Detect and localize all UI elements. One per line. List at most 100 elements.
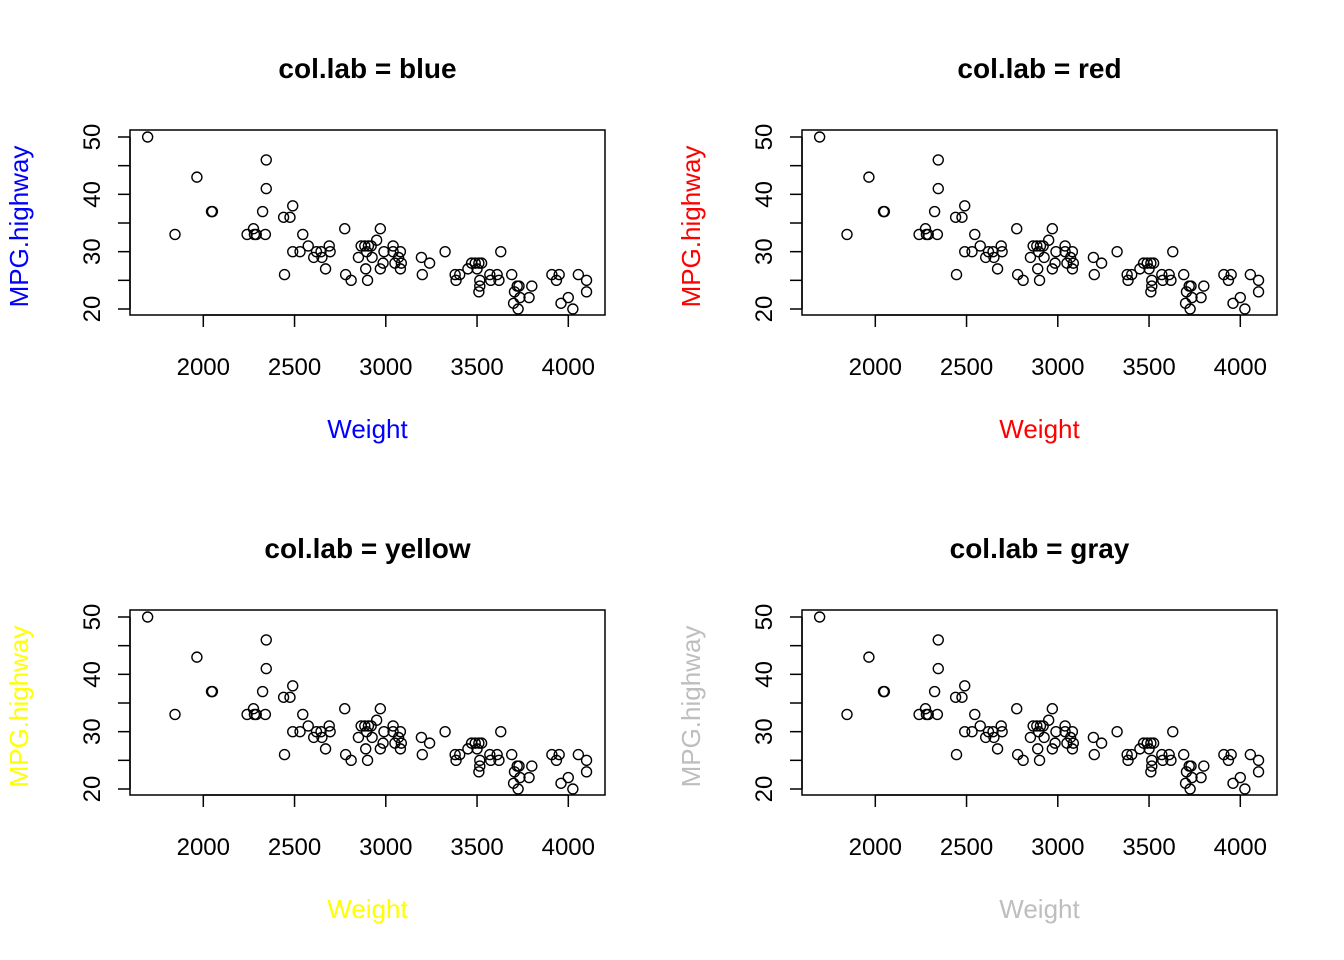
data-point (959, 680, 971, 692)
data-point (1017, 274, 1029, 287)
data-point (206, 685, 219, 698)
data-point (345, 754, 357, 767)
data-point (969, 228, 981, 241)
data-point (394, 245, 407, 258)
data-point (1121, 748, 1133, 761)
x-tick-label: 2500 (940, 354, 993, 381)
data-point (1156, 268, 1168, 281)
data-point (277, 691, 290, 703)
scatter-points (813, 131, 1265, 315)
x-tick-label: 2000 (849, 354, 902, 381)
data-point (374, 743, 387, 755)
data-point (415, 731, 428, 744)
data-point (959, 725, 971, 738)
y-tick-label: 40 (79, 661, 106, 688)
data-point (1244, 748, 1257, 761)
data-point (932, 182, 944, 195)
data-point (878, 205, 891, 218)
data-point (572, 748, 585, 761)
data-point (1049, 737, 1061, 749)
data-point (974, 720, 986, 732)
data-point (980, 251, 992, 264)
data-point (950, 748, 963, 761)
data-point (1095, 257, 1108, 269)
data-point (513, 280, 525, 292)
data-point (256, 205, 269, 218)
data-point (553, 748, 565, 761)
data-point (550, 274, 563, 287)
data-point (1234, 771, 1246, 784)
data-point (1198, 760, 1210, 772)
data-point (913, 228, 925, 241)
y-tick-label: 50 (79, 124, 106, 151)
scatter-points (141, 611, 593, 795)
data-point (1222, 754, 1235, 767)
x-tick-label: 3000 (359, 354, 412, 381)
data-point (512, 303, 524, 315)
x-tick-label: 2500 (268, 834, 321, 861)
data-point (323, 720, 335, 732)
data-point (1225, 748, 1237, 761)
data-point (394, 743, 407, 755)
data-point (1252, 754, 1265, 767)
data-point (370, 714, 383, 726)
y-tick-label: 30 (79, 238, 106, 265)
data-point (324, 725, 336, 738)
data-point (462, 743, 474, 755)
data-point (506, 268, 518, 281)
data-point (1146, 280, 1158, 292)
data-point (974, 240, 986, 252)
data-point (932, 634, 944, 646)
data-point (366, 731, 378, 744)
data-point (352, 731, 365, 744)
data-point (1195, 771, 1207, 784)
data-point (526, 760, 538, 772)
data-point (1146, 754, 1158, 767)
data-point (474, 274, 486, 287)
data-point (1066, 743, 1079, 755)
data-point (1050, 725, 1062, 738)
data-point (378, 245, 390, 258)
data-point (966, 725, 978, 738)
data-point (1121, 268, 1133, 281)
y-tick-label: 40 (79, 181, 106, 208)
panel-3: col.lab = yellow 2000 2500 3000 3500 4000 20 30… (4, 533, 606, 924)
data-point (1225, 268, 1237, 281)
data-point (841, 708, 853, 721)
data-point (922, 228, 934, 241)
data-point (1145, 737, 1157, 749)
data-point (484, 268, 496, 281)
data-point (191, 171, 203, 183)
data-point (956, 691, 968, 703)
chart-title: col.lab = red (957, 53, 1121, 84)
data-point (813, 611, 826, 623)
data-point (1178, 268, 1190, 281)
data-point (473, 257, 485, 269)
data-point (988, 731, 1000, 744)
y-axis-label: MPG.highway (676, 626, 706, 788)
data-point (339, 703, 351, 715)
data-point (247, 703, 260, 715)
data-point (362, 720, 375, 732)
y-tick-label: 30 (751, 238, 778, 265)
data-point (259, 708, 272, 721)
data-point (950, 268, 963, 281)
data-point (377, 257, 389, 269)
data-point (580, 754, 593, 767)
data-point (260, 634, 272, 646)
x-tick-label: 2000 (849, 834, 902, 861)
data-point (1067, 257, 1080, 269)
x-tick-label: 2500 (940, 834, 993, 861)
data-point (316, 731, 328, 744)
data-point (392, 731, 405, 744)
x-tick-label: 3000 (1031, 834, 1084, 861)
data-point (491, 268, 503, 281)
data-point (995, 240, 1007, 252)
data-point (1064, 251, 1077, 264)
data-point (169, 228, 181, 241)
data-point (323, 240, 335, 252)
data-point (1111, 245, 1123, 258)
data-point (485, 274, 497, 287)
data-point (562, 771, 574, 784)
